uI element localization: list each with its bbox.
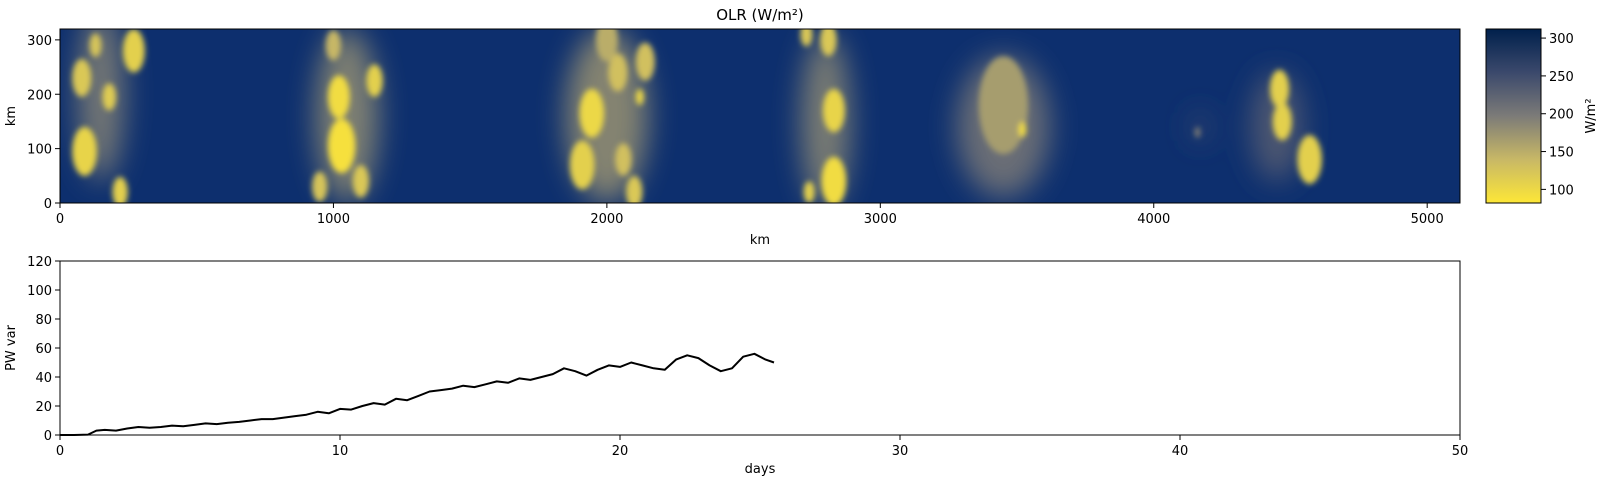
- olr-convective-cell: [978, 56, 1028, 155]
- olr-convective-cell: [1018, 121, 1027, 138]
- olr-convective-cell: [803, 181, 815, 203]
- olr-convective-cell: [89, 33, 102, 58]
- pw-y-tick-label: 80: [35, 313, 52, 328]
- olr-convective-cell: [820, 29, 837, 57]
- olr-y-tick-label: 100: [27, 143, 52, 158]
- olr-convective-cell: [72, 126, 97, 176]
- olr-convective-cell: [569, 140, 595, 190]
- olr-convective-cell: [312, 171, 328, 202]
- olr-title: OLR (W/m²): [716, 6, 804, 24]
- olr-y-tick-label: 0: [44, 197, 52, 212]
- olr-convective-cell: [579, 88, 605, 138]
- pw-y-axis: 0 20 40 60 80 100 120: [27, 255, 60, 444]
- pw-plot-background: [60, 261, 1460, 435]
- olr-convective-cell: [635, 88, 644, 106]
- olr-convective-cell: [102, 83, 117, 111]
- colorbar-tick-label: 300: [1549, 32, 1574, 47]
- olr-x-axis-label: km: [750, 233, 770, 248]
- olr-plot-frame: [59, 28, 1461, 204]
- olr-x-tick-label: 4000: [1137, 212, 1170, 227]
- colorbar-tick-label: 250: [1549, 70, 1574, 85]
- pw-var-panel: 0 10 20 30 40 50 0 20 40 60 80 100 120 days PW var: [4, 255, 1468, 477]
- olr-heatmap-background: [60, 29, 1460, 203]
- olr-convective-cell: [635, 42, 655, 81]
- olr-convective-cell: [1269, 69, 1290, 108]
- olr-convective-cell: [122, 29, 145, 73]
- pw-y-tick-label: 20: [35, 400, 52, 415]
- pw-y-axis-label: PW var: [4, 324, 19, 370]
- pw-var-line: [60, 352, 775, 436]
- pw-y-tick-label: 0: [44, 429, 52, 444]
- olr-y-axis: 0 100 200 300: [27, 34, 60, 212]
- pw-x-tick-label: 40: [1172, 444, 1189, 459]
- olr-convective-cell: [1272, 102, 1292, 141]
- colorbar-tick-label: 100: [1549, 183, 1574, 198]
- olr-x-tick-label: 2000: [590, 212, 623, 227]
- olr-convective-cell: [325, 30, 342, 61]
- olr-x-tick-label: 5000: [1411, 212, 1444, 227]
- colorbar-tick-label: 200: [1549, 108, 1574, 123]
- pw-x-axis-label: days: [745, 462, 776, 477]
- olr-x-axis: 0 1000 2000 3000 4000 5000: [56, 203, 1444, 227]
- olr-x-tick-label: 0: [56, 212, 64, 227]
- olr-convective-cell: [352, 164, 369, 198]
- olr-cloud-region: [1192, 110, 1209, 144]
- pw-x-tick-label: 50: [1452, 444, 1469, 459]
- pw-var-series: [60, 352, 775, 436]
- olr-convective-cells: [72, 29, 1322, 203]
- olr-convective-cell: [366, 64, 383, 97]
- pw-x-tick-label: 10: [332, 444, 349, 459]
- olr-panel: OLR (W/m²) 0 1000 2000 3000 4000 5000 0 100 200…: [4, 6, 1461, 248]
- olr-convective-cell: [595, 29, 618, 62]
- colorbar-tick-label: 150: [1549, 146, 1574, 161]
- olr-convective-cell: [1297, 135, 1322, 184]
- olr-convective-cell: [615, 143, 632, 176]
- pw-y-tick-label: 100: [27, 284, 52, 299]
- olr-y-tick-label: 200: [27, 88, 52, 103]
- olr-convective-cell: [608, 53, 628, 92]
- colorbar-label: W/m²: [1584, 98, 1599, 133]
- olr-convective-cell: [822, 88, 845, 133]
- pw-x-tick-label: 30: [892, 444, 909, 459]
- olr-convective-cell: [327, 118, 356, 174]
- pw-x-tick-label: 20: [612, 444, 629, 459]
- olr-convective-cell: [626, 175, 643, 203]
- olr-y-axis-label: km: [4, 106, 19, 126]
- olr-convective-cell: [821, 156, 847, 203]
- olr-convective-cell: [72, 58, 92, 97]
- olr-convective-cell: [1194, 126, 1201, 138]
- olr-convective-cell: [327, 75, 350, 119]
- olr-heatmap: [72, 29, 1322, 203]
- pw-y-tick-label: 120: [27, 255, 52, 270]
- olr-y-tick-label: 300: [27, 34, 52, 49]
- olr-x-tick-label: 1000: [317, 212, 350, 227]
- colorbar: 100 150 200 250 300 W/m²: [1485, 28, 1599, 204]
- olr-convective-cell: [112, 176, 128, 203]
- pw-y-tick-label: 60: [35, 342, 52, 357]
- pw-x-tick-label: 0: [56, 444, 64, 459]
- colorbar-axis: 100 150 200 250 300: [1541, 32, 1574, 198]
- pw-x-axis: 0 10 20 30 40 50: [56, 435, 1468, 459]
- colorbar-gradient: [1485, 28, 1542, 204]
- olr-convective-cell: [800, 29, 813, 47]
- pw-y-tick-label: 40: [35, 371, 52, 386]
- olr-x-tick-label: 3000: [864, 212, 897, 227]
